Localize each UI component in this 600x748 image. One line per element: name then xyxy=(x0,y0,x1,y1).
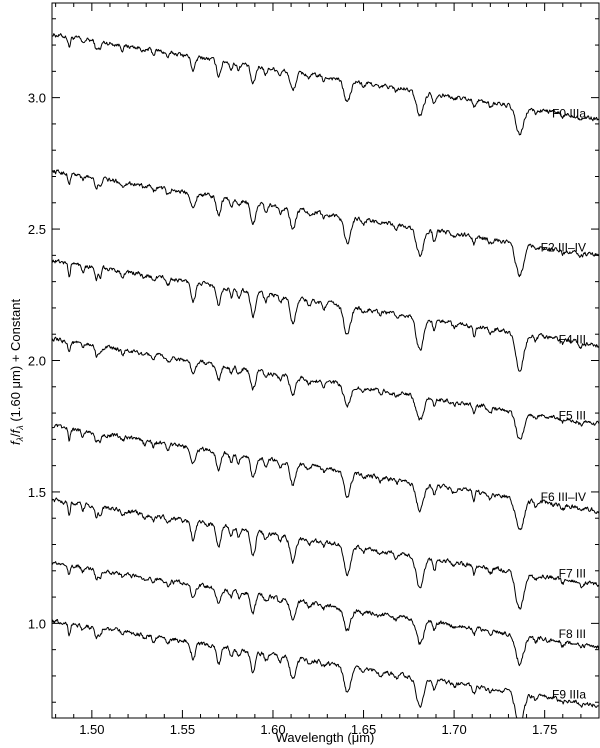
y-tick-label: 3.0 xyxy=(28,91,46,106)
axes: 1.50 1.55 1.60 1.65 1.70 1.75 1.0 1.5 2.0 2.5 3.0 xyxy=(28,2,600,737)
spectrum-line xyxy=(52,169,599,278)
spectrum-line xyxy=(52,561,599,667)
x-tick-label: 1.60 xyxy=(260,722,285,737)
spectral-type-label: F5 III xyxy=(559,409,586,423)
x-tick-label: 1.75 xyxy=(532,722,557,737)
x-tick-label: 1.50 xyxy=(79,722,104,737)
spectral-type-label: F0 IIIa xyxy=(552,106,586,120)
spectral-type-label: F8 III xyxy=(559,627,586,641)
spectrum-line xyxy=(52,618,599,718)
plot-area xyxy=(52,33,599,718)
y-tick-label: 2.0 xyxy=(28,354,46,369)
x-axis-title: Wavelength (μm) xyxy=(276,730,375,745)
spectrum-line xyxy=(52,423,599,531)
spectrum-line xyxy=(52,259,599,372)
spectral-type-label: F6 III–IV xyxy=(541,490,586,504)
spectrum-line xyxy=(52,497,599,610)
spectrum-line xyxy=(52,336,599,440)
spectral-type-label: F4 III xyxy=(559,332,586,346)
spectral-type-label: F2 III–IV xyxy=(541,240,586,254)
x-tick-label: 1.55 xyxy=(170,722,195,737)
y-tick-label: 1.0 xyxy=(28,616,46,631)
y-tick-label: 1.5 xyxy=(28,485,46,500)
y-axis-title: fλ/fλ (1.60 μm) + Constant xyxy=(8,299,25,445)
series-labels: F0 IIIa F2 III–IV F4 III F5 III F6 III–IV F7 … xyxy=(541,106,587,701)
spectrum-line xyxy=(52,33,599,136)
spectral-type-label: F9 IIIa xyxy=(552,687,586,701)
x-tick-label: 1.65 xyxy=(351,722,376,737)
spectral-type-label: F7 III xyxy=(559,566,586,580)
x-tick-label: 1.70 xyxy=(441,722,466,737)
y-tick-label: 2.5 xyxy=(28,222,46,237)
